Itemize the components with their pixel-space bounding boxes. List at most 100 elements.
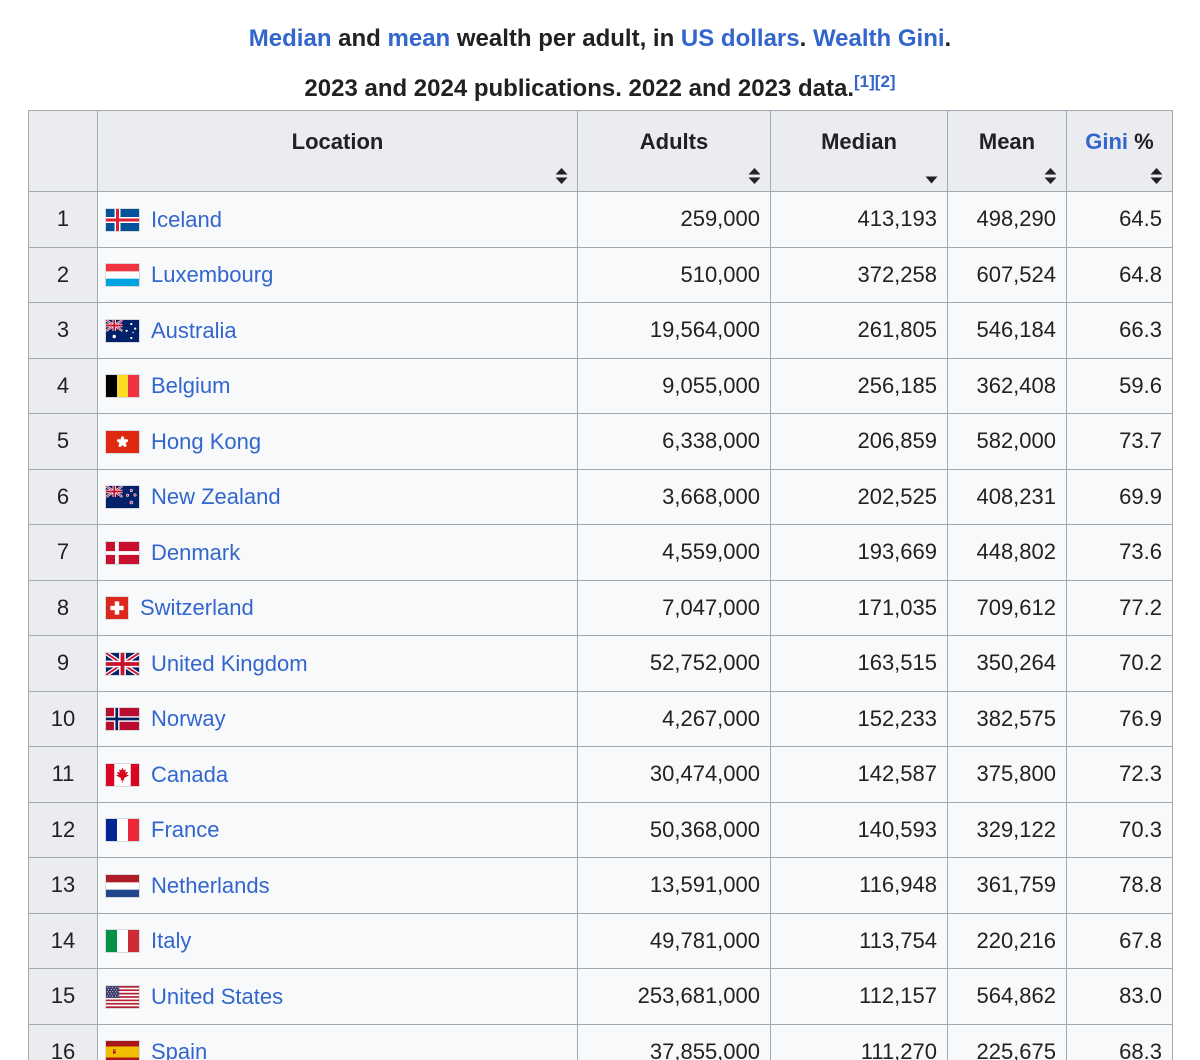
new-zealand-flag-icon[interactable]: [106, 486, 139, 509]
table-row: 10 Norway 4,267,000 152,233 382,575 76.9: [28, 690, 1173, 747]
netherlands-flag-icon[interactable]: [106, 874, 139, 897]
column-header-adults[interactable]: Adults: [577, 110, 771, 192]
caption-text: and: [331, 25, 388, 52]
country-link[interactable]: United Kingdom: [151, 650, 308, 676]
country-link[interactable]: Hong Kong: [151, 428, 262, 454]
country-link[interactable]: Italy: [151, 928, 192, 954]
mean-cell: 375,800: [947, 746, 1067, 803]
ref-2-link[interactable]: [2]: [874, 72, 896, 91]
gini-cell: 67.8: [1066, 912, 1173, 969]
column-header-gini[interactable]: Gini %: [1066, 110, 1173, 192]
table-row: 4 Belgium 9,055,000 256,185 362,408 59.6: [28, 357, 1173, 414]
luxembourg-flag-icon[interactable]: [106, 264, 139, 287]
adults-cell: 6,338,000: [577, 413, 771, 470]
ref-1-link[interactable]: [1]: [854, 72, 875, 91]
caption-text: wealth per adult, in: [450, 25, 681, 52]
switzerland-flag-icon[interactable]: [106, 597, 128, 620]
caption-line-1: Median and mean wealth per adult, in US …: [0, 17, 1200, 60]
spain-flag-icon[interactable]: [106, 1041, 139, 1060]
median-cell: 202,525: [770, 468, 948, 525]
table-row: 16 Spain 37,855,000 111,270 225,675 68.3: [28, 1023, 1173, 1060]
median-link[interactable]: Median: [248, 25, 332, 52]
rank-cell: 8: [28, 579, 98, 636]
adults-cell: 52,752,000: [577, 635, 771, 692]
rank-cell: 1: [28, 191, 98, 248]
canada-flag-icon[interactable]: [106, 763, 139, 786]
location-cell: Netherlands: [97, 857, 578, 914]
gini-cell: 73.6: [1066, 524, 1173, 581]
mean-cell: 498,290: [947, 191, 1067, 248]
rank-cell: 14: [28, 912, 98, 969]
country-link[interactable]: United States: [151, 983, 284, 1009]
hong-kong-flag-icon[interactable]: [106, 430, 139, 453]
country-link[interactable]: Switzerland: [140, 595, 254, 621]
column-header-mean[interactable]: Mean: [947, 110, 1067, 192]
united-kingdom-flag-icon[interactable]: [106, 652, 139, 675]
country-link[interactable]: Luxembourg: [151, 262, 274, 288]
table-row: 15 United States 253,681,000 112,157 564…: [28, 968, 1173, 1025]
adults-cell: 49,781,000: [577, 912, 771, 969]
table-caption: Median and mean wealth per adult, in US …: [0, 0, 1200, 110]
gini-cell: 83.0: [1066, 968, 1173, 1025]
country-link[interactable]: Norway: [151, 706, 226, 732]
country-link[interactable]: Iceland: [151, 206, 222, 232]
adults-cell: 4,559,000: [577, 524, 771, 581]
country-link[interactable]: New Zealand: [151, 484, 281, 510]
adults-cell: 30,474,000: [577, 746, 771, 803]
mean-link[interactable]: mean: [387, 25, 451, 52]
adults-cell: 4,267,000: [577, 690, 771, 747]
italy-flag-icon[interactable]: [106, 930, 139, 953]
gini-cell: 64.8: [1066, 246, 1173, 303]
australia-flag-icon[interactable]: [106, 319, 139, 342]
median-cell: 171,035: [770, 579, 948, 636]
median-cell: 111,270: [770, 1023, 948, 1060]
mean-cell: 329,122: [947, 801, 1067, 858]
wealth-gini-link[interactable]: Wealth Gini: [812, 25, 945, 52]
country-link[interactable]: Netherlands: [151, 872, 270, 898]
column-header-location[interactable]: Location: [97, 110, 578, 192]
france-flag-icon[interactable]: [106, 819, 139, 842]
median-cell: 112,157: [770, 968, 948, 1025]
location-cell: United States: [97, 968, 578, 1025]
location-cell: New Zealand: [97, 468, 578, 525]
rank-cell: 16: [28, 1023, 98, 1060]
country-link[interactable]: France: [151, 817, 220, 843]
adults-cell: 19,564,000: [577, 302, 771, 359]
location-cell: Iceland: [97, 191, 578, 248]
gini-cell: 77.2: [1066, 579, 1173, 636]
adults-cell: 253,681,000: [577, 968, 771, 1025]
rank-cell: 11: [28, 746, 98, 803]
column-header-label: Median: [821, 129, 897, 154]
caption-text: .: [944, 25, 952, 52]
column-header-label: Adults: [639, 129, 709, 154]
denmark-flag-icon[interactable]: [106, 541, 139, 564]
gini-cell: 68.3: [1066, 1023, 1173, 1060]
mean-cell: 448,802: [947, 524, 1067, 581]
country-link[interactable]: Belgium: [151, 373, 231, 399]
country-link[interactable]: Denmark: [151, 539, 241, 565]
table-row: 11 Canada 30,474,000 142,587 375,800 72.…: [28, 746, 1173, 803]
iceland-flag-icon[interactable]: [106, 208, 139, 231]
country-link[interactable]: Spain: [151, 1039, 208, 1060]
belgium-flag-icon[interactable]: [106, 375, 139, 398]
united-states-flag-icon[interactable]: [106, 985, 139, 1008]
median-cell: 256,185: [770, 357, 948, 414]
gini-cell: 69.9: [1066, 468, 1173, 525]
adults-cell: 50,368,000: [577, 801, 771, 858]
mean-cell: 709,612: [947, 579, 1067, 636]
mean-cell: 546,184: [947, 302, 1067, 359]
norway-flag-icon[interactable]: [106, 708, 139, 731]
gini-cell: 78.8: [1066, 857, 1173, 914]
table-row: 2 Luxembourg 510,000 372,258 607,524 64.…: [28, 246, 1173, 303]
rank-cell: 6: [28, 468, 98, 525]
country-link[interactable]: Australia: [151, 317, 237, 343]
mean-cell: 220,216: [947, 912, 1067, 969]
gini-link[interactable]: Gini: [1085, 129, 1129, 154]
us-dollars-link[interactable]: US dollars: [680, 25, 800, 52]
column-header-median[interactable]: Median: [770, 110, 948, 192]
location-cell: Norway: [97, 690, 578, 747]
rank-cell: 13: [28, 857, 98, 914]
column-header-label: Location: [291, 129, 384, 154]
rank-cell: 5: [28, 413, 98, 470]
country-link[interactable]: Canada: [151, 761, 229, 787]
